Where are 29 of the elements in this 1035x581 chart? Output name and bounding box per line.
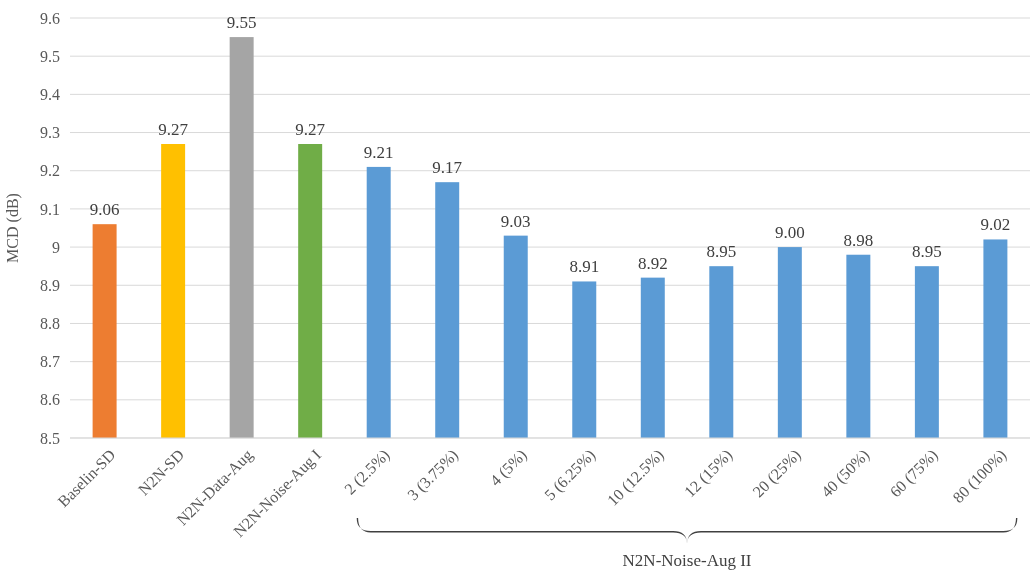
y-tick-label: 8.6 bbox=[40, 391, 60, 409]
y-tick-label: 9.1 bbox=[40, 200, 60, 218]
y-tick-label: 9.2 bbox=[40, 162, 60, 180]
y-tick-label: 9 bbox=[52, 238, 60, 256]
data-label: 8.95 bbox=[912, 242, 942, 262]
x-tick-label: 4 (5%) bbox=[486, 446, 531, 490]
y-tick-label: 8.5 bbox=[40, 429, 60, 447]
y-tick-label: 9.3 bbox=[40, 124, 60, 142]
y-tick-label: 8.7 bbox=[40, 353, 60, 371]
y-tick-label: 8.8 bbox=[40, 315, 60, 333]
data-label: 9.17 bbox=[432, 158, 463, 178]
y-tick-label: 9.4 bbox=[40, 85, 60, 103]
data-label: 9.03 bbox=[500, 211, 531, 231]
data-label: 9.27 bbox=[158, 120, 189, 139]
data-label: 9.21 bbox=[363, 142, 394, 162]
y-tick-label: 9.5 bbox=[40, 47, 60, 65]
data-label: 8.92 bbox=[637, 253, 668, 273]
y-tick-label: 8.9 bbox=[40, 276, 60, 294]
text: N2N-Noise-Aug II bbox=[622, 551, 752, 570]
data-label: 9.27 bbox=[295, 120, 326, 139]
data-label: 8.98 bbox=[843, 230, 874, 250]
data-label: 8.95 bbox=[706, 242, 737, 262]
y-tick-label: 9.6 bbox=[40, 9, 60, 27]
data-label: 9.02 bbox=[980, 215, 1011, 235]
y-axis-title: MCD (dB) bbox=[4, 193, 22, 263]
data-label: 8.91 bbox=[569, 257, 600, 277]
data-label: 9.55 bbox=[226, 13, 257, 33]
data-label: 9.00 bbox=[774, 223, 805, 243]
data-label: 9.06 bbox=[89, 200, 120, 220]
